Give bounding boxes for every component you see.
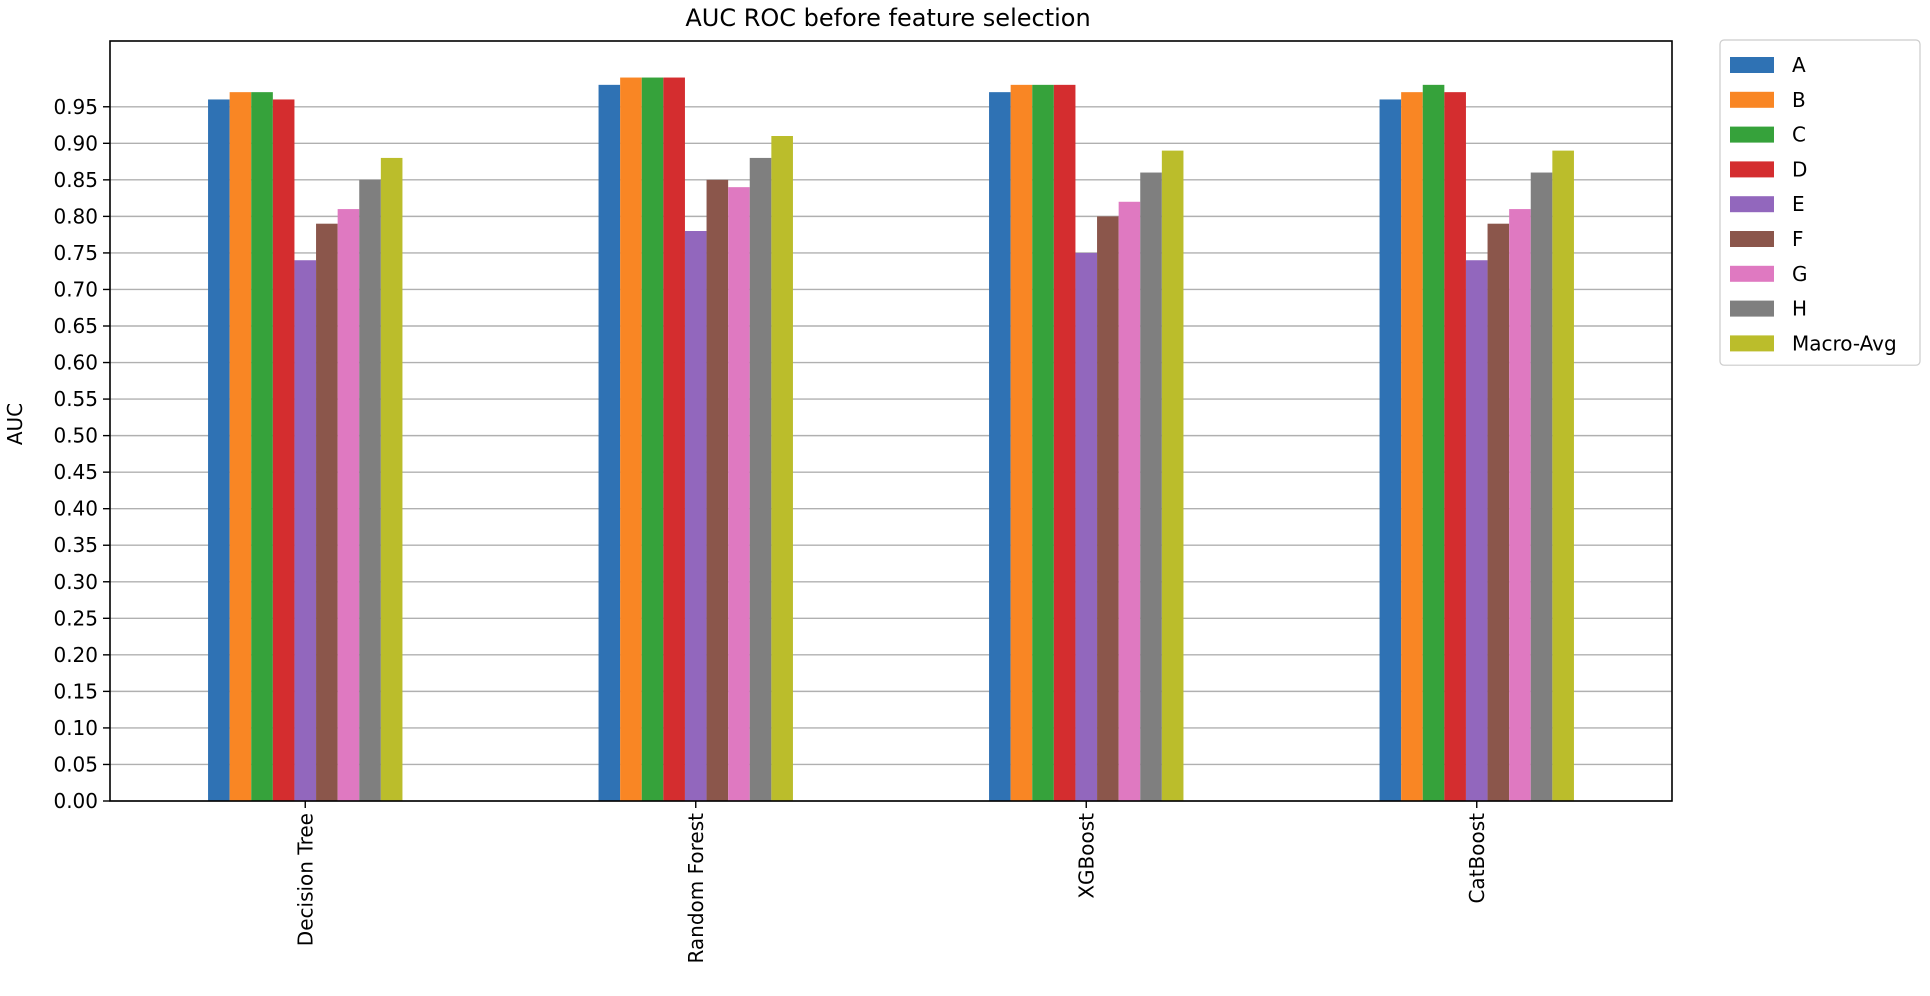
legend-swatch bbox=[1730, 231, 1774, 247]
y-tick-label: 0.90 bbox=[53, 131, 98, 155]
y-tick-label: 0.05 bbox=[53, 752, 98, 776]
chart-title: AUC ROC before feature selection bbox=[685, 4, 1090, 32]
y-tick-label: 0.40 bbox=[53, 497, 98, 521]
bar bbox=[208, 99, 230, 801]
y-tick-label: 0.25 bbox=[53, 606, 98, 630]
bar bbox=[251, 92, 273, 801]
bar bbox=[1075, 252, 1098, 801]
bar bbox=[1465, 260, 1488, 801]
legend-swatch bbox=[1730, 196, 1774, 213]
legend-label: Macro-Avg bbox=[1792, 331, 1897, 355]
x-tick-label: XGBoost bbox=[1074, 813, 1098, 899]
legend-swatch bbox=[1730, 126, 1774, 143]
y-tick-label: 0.60 bbox=[53, 351, 98, 375]
legend-swatch bbox=[1730, 57, 1774, 73]
bar bbox=[337, 209, 360, 802]
bar bbox=[684, 231, 707, 801]
y-tick-label: 0.70 bbox=[53, 277, 98, 301]
bar bbox=[1161, 150, 1184, 802]
bar bbox=[989, 92, 1011, 801]
bar bbox=[1487, 223, 1510, 801]
y-axis: 0.00 0.05 0.10 0.15 0.20 0.25 0.30 0.35 0.40 0.45… bbox=[53, 95, 110, 813]
legend-swatch bbox=[1730, 335, 1774, 352]
y-tick-label: 0.35 bbox=[53, 533, 98, 557]
bar bbox=[749, 157, 772, 801]
bar bbox=[272, 99, 295, 801]
legend-label: H bbox=[1792, 297, 1807, 321]
legend-label: A bbox=[1792, 53, 1806, 77]
y-tick-label: 0.20 bbox=[53, 643, 98, 667]
legend-swatch bbox=[1730, 161, 1774, 178]
y-tick-label: 0.85 bbox=[53, 168, 98, 192]
legend-frame bbox=[1719, 39, 1921, 366]
bar bbox=[1422, 84, 1445, 802]
y-tick-label: 0.15 bbox=[53, 679, 98, 703]
y-tick-label: 0.80 bbox=[53, 204, 98, 228]
bar bbox=[359, 179, 381, 801]
y-tick-label: 0.45 bbox=[53, 460, 98, 484]
y-tick-label: 0.75 bbox=[53, 241, 98, 265]
bar bbox=[316, 223, 338, 801]
bar bbox=[1444, 92, 1466, 801]
y-axis-label: AUC bbox=[3, 403, 27, 445]
bar bbox=[229, 92, 252, 801]
plot-frame bbox=[109, 40, 1673, 802]
bar bbox=[598, 84, 621, 802]
bar bbox=[1140, 172, 1162, 802]
bar bbox=[1552, 150, 1574, 802]
bar bbox=[1379, 99, 1402, 801]
bar bbox=[620, 77, 642, 802]
x-tick-label: CatBoost bbox=[1465, 813, 1489, 904]
x-tick-label: Random Forest bbox=[684, 813, 708, 964]
bar bbox=[1032, 84, 1054, 802]
x-tick-label: Decision Tree bbox=[293, 813, 317, 946]
bar bbox=[380, 157, 403, 801]
legend-swatch bbox=[1730, 300, 1774, 317]
legend-label: B bbox=[1792, 88, 1806, 112]
legend-label: G bbox=[1792, 262, 1808, 286]
y-tick-label: 0.10 bbox=[53, 716, 98, 740]
bar bbox=[1401, 92, 1423, 801]
bar bbox=[1509, 209, 1531, 802]
y-tick-label: 0.95 bbox=[53, 95, 98, 119]
bar bbox=[1053, 84, 1076, 802]
legend-label: F bbox=[1792, 227, 1804, 251]
bars bbox=[208, 77, 1574, 802]
bar bbox=[1118, 201, 1141, 801]
bar bbox=[663, 77, 685, 802]
bar bbox=[1097, 216, 1119, 801]
legend-swatch bbox=[1730, 265, 1774, 282]
bar bbox=[771, 136, 793, 801]
bar bbox=[728, 187, 750, 802]
bar bbox=[706, 179, 729, 801]
legend-swatch bbox=[1730, 91, 1774, 108]
legend-label: D bbox=[1792, 157, 1807, 181]
bar bbox=[1010, 84, 1033, 802]
legend-label: E bbox=[1792, 192, 1805, 216]
legend-label: C bbox=[1792, 123, 1806, 147]
bar bbox=[1530, 172, 1553, 802]
y-tick-label: 0.55 bbox=[53, 387, 98, 411]
bar bbox=[641, 77, 664, 802]
bar bbox=[294, 260, 317, 801]
y-tick-label: 0.30 bbox=[53, 570, 98, 594]
y-tick-label: 0.65 bbox=[53, 314, 98, 338]
x-axis: Decision Tree Random Forest XGBoost CatBoos… bbox=[293, 801, 1489, 964]
y-tick-label: 0.00 bbox=[53, 789, 98, 813]
y-tick-label: 0.50 bbox=[53, 424, 98, 448]
